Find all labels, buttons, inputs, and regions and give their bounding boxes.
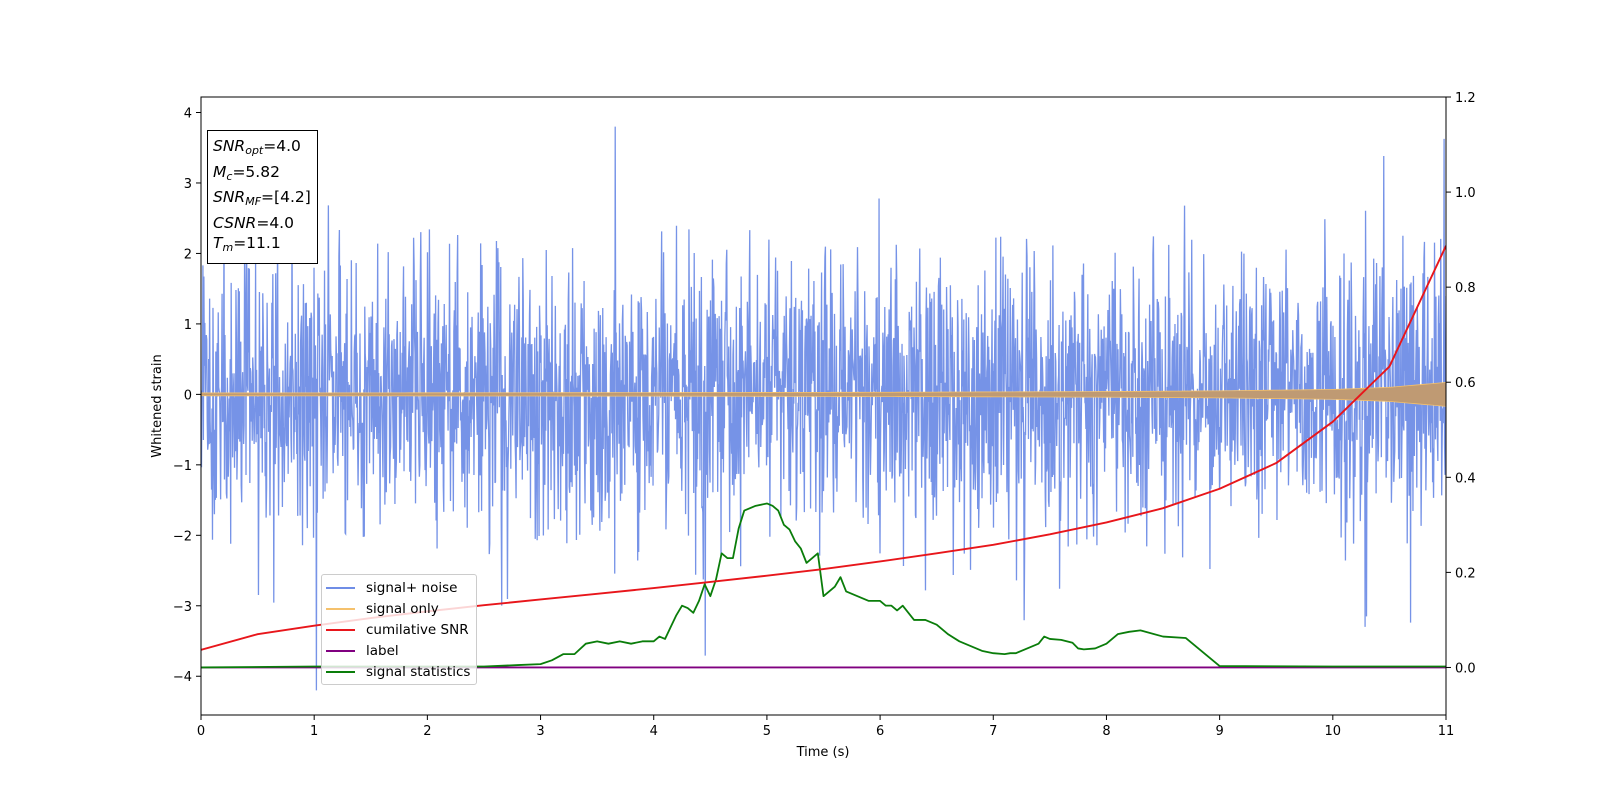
plot-frame [200, 96, 1447, 716]
legend-entry: signal+ noise [326, 578, 470, 599]
x-tick-label: 11 [1438, 724, 1455, 739]
y2-tick-label: 1.2 [1455, 91, 1476, 106]
snr-opt-subscript: opt [245, 144, 264, 157]
y-axis-label: Whitened strain [150, 354, 165, 457]
x-tick-label: 1 [310, 724, 318, 739]
legend-label: label [366, 642, 399, 659]
y2-tick-label: 1.0 [1455, 186, 1476, 201]
y-tick-label: −3 [173, 600, 192, 615]
legend-swatch [326, 649, 355, 652]
csnr-symbol: CSNR [213, 213, 257, 232]
legend-label: cumilative SNR [366, 621, 469, 638]
csnr-value: =4.0 [256, 213, 294, 232]
snr-opt-row: SNRopt=4.0 [213, 136, 311, 162]
x-tick-label: 5 [763, 724, 771, 739]
y-tick-label: −2 [173, 529, 192, 544]
legend-entry: label [326, 640, 470, 661]
axis-layer: 0 1 2 3 4 5 6 7 8 9 10 1143210−1−2−3−41.21.00.80.60… [173, 91, 1476, 739]
mc-value: =5.82 [232, 162, 280, 181]
y-tick-label: 3 [184, 177, 192, 192]
parameters-box: SNRopt=4.0 Mc=5.82 SNRMF=[4.2] CSNR=4.0 … [207, 130, 318, 264]
mc-subscript: c [226, 169, 233, 183]
snr-mf-subscript: MF [245, 195, 262, 208]
x-tick-label: 4 [650, 724, 658, 739]
legend-label: signal+ noise [366, 580, 458, 597]
y2-tick-label: 0.0 [1455, 661, 1476, 676]
y2-tick-label: 0.8 [1455, 281, 1476, 296]
snr-opt-symbol: SNR [213, 137, 246, 155]
legend-entry: signal only [326, 599, 470, 620]
x-tick-label: 10 [1325, 724, 1342, 739]
legend-swatch [326, 587, 355, 590]
mc-symbol: M [213, 162, 227, 181]
x-axis-label: Time (s) [796, 745, 850, 760]
y2-tick-label: 0.2 [1455, 566, 1476, 581]
tm-symbol: T [213, 234, 223, 252]
y-tick-label: 4 [184, 107, 192, 122]
legend-label: signal statistics [366, 663, 471, 680]
x-tick-label: 7 [989, 724, 997, 739]
legend-entry: cumilative SNR [326, 620, 470, 641]
y-tick-label: 0 [184, 388, 192, 403]
y-tick-label: 2 [184, 247, 192, 262]
x-tick-label: 8 [1102, 724, 1110, 739]
y-tick-label: −4 [173, 670, 192, 685]
legend-label: signal only [366, 601, 439, 618]
tm-value: =11.1 [233, 234, 281, 252]
legend-swatch [326, 628, 355, 631]
tm-subscript: m [222, 241, 234, 254]
series-signal-noise [201, 126, 1446, 691]
x-tick-label: 0 [197, 724, 205, 739]
y2-tick-label: 0.6 [1455, 376, 1476, 391]
snr-mf-symbol: SNR [213, 188, 246, 206]
series-signal-statistics [201, 502, 1446, 669]
legend-entry: signal statistics [326, 661, 470, 682]
legend: signal+ noise signal only cumilative SNR la… [321, 574, 478, 685]
x-tick-label: 9 [1215, 724, 1223, 739]
csnr-row: CSNR=4.0 [213, 213, 311, 234]
series-signal-only [201, 381, 1446, 407]
y2-tick-label: 0.4 [1455, 471, 1476, 486]
mc-row: Mc=5.82 [213, 162, 311, 188]
x-tick-label: 3 [536, 724, 544, 739]
tm-row: Tm=11.1 [213, 233, 311, 259]
snr-mf-row: SNRMF=[4.2] [213, 187, 311, 213]
y-tick-label: −1 [173, 459, 192, 474]
legend-swatch [326, 608, 355, 611]
legend-swatch [326, 670, 355, 673]
snr-mf-value: =[4.2] [261, 188, 311, 206]
x-tick-label: 2 [423, 724, 431, 739]
snr-opt-value: =4.0 [263, 137, 301, 155]
y-tick-label: 1 [184, 318, 192, 333]
x-tick-label: 6 [876, 724, 884, 739]
